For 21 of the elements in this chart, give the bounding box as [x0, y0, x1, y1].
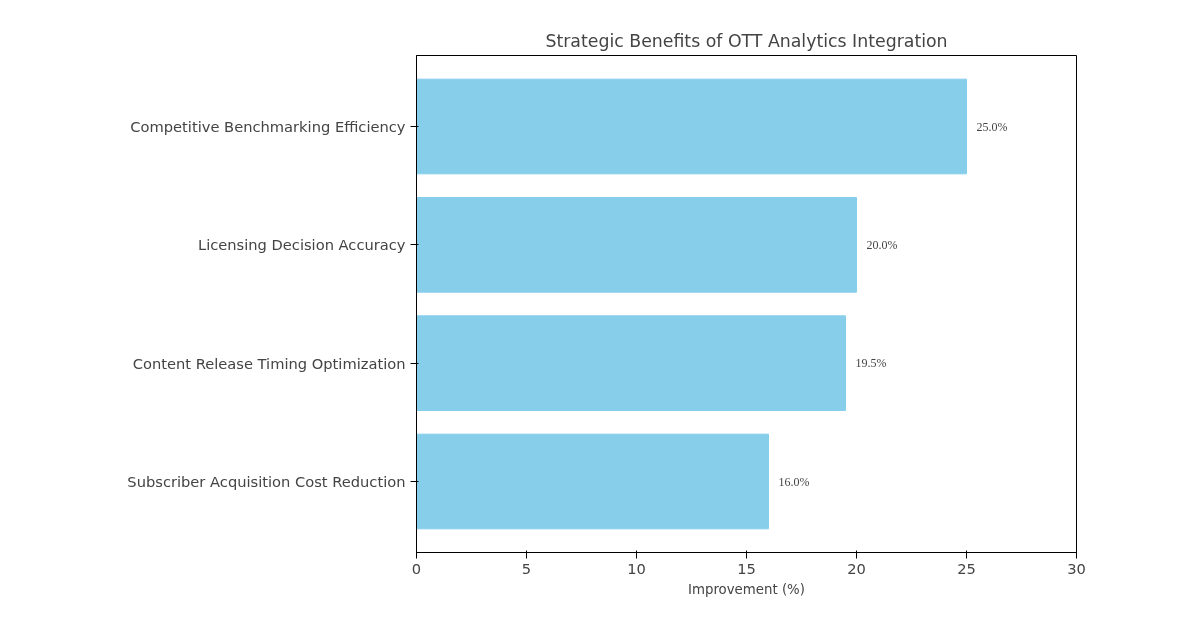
y-tick-label: Licensing Decision Accuracy [197, 236, 406, 254]
data-label: 19.5% [855, 356, 887, 371]
bar [416, 315, 846, 411]
bar [416, 197, 857, 293]
data-label: 20.0% [866, 237, 898, 252]
y-tick-label: Competitive Benchmarking Efficiency [130, 118, 406, 135]
bar [416, 78, 967, 175]
x-tick-label: 0 [411, 559, 422, 577]
bar [416, 433, 769, 530]
x-tick-label: 25 [957, 559, 976, 577]
x-tick-label: 10 [627, 559, 646, 577]
y-tick-label: Subscriber Acquisition Cost Reduction [127, 473, 406, 490]
x-tick-label: 15 [737, 559, 756, 577]
x-axis-title: Improvement (%) [688, 581, 805, 597]
chart-title: Strategic Benefits of OTT Analytics Integration [545, 30, 948, 51]
data-label: 16.0% [778, 474, 810, 489]
data-label: 25.0% [976, 119, 1008, 134]
x-tick-label: 30 [1067, 559, 1086, 577]
x-tick-label: 5 [521, 559, 532, 577]
x-tick-label: 20 [847, 559, 866, 577]
y-tick-label: Content Release Timing Optimization [132, 354, 406, 372]
